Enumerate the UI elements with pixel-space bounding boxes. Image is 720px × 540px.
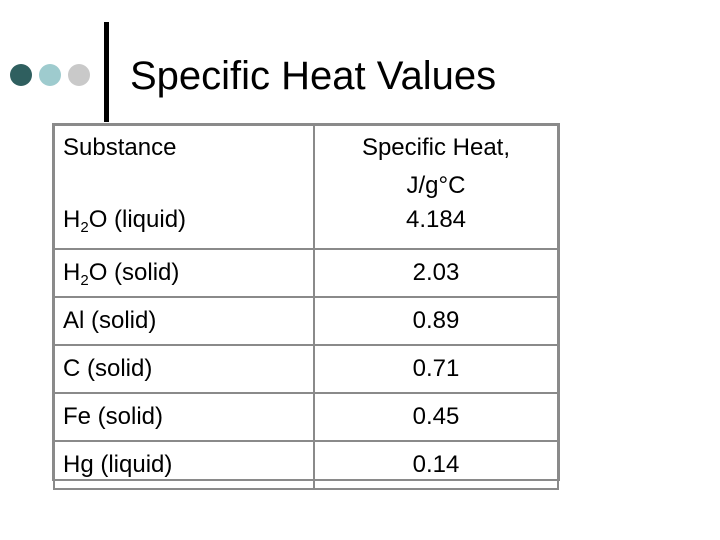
value-cell: 0.14 (313, 440, 559, 490)
specific-heat-table: Substance H2O (liquid) Specific Heat, J/… (53, 124, 559, 490)
substance-cell: Hg (liquid) (53, 440, 315, 490)
dot-teal (39, 64, 61, 86)
value-cell: 0.89 (313, 296, 559, 346)
header-value-cell: Specific Heat, J/g°C 4.184 (313, 124, 559, 250)
value-cell: 2.03 (313, 248, 559, 298)
table-row: C (solid) 0.71 (53, 344, 559, 394)
slide-title: Specific Heat Values (130, 54, 497, 98)
substance-cell: Fe (solid) (53, 392, 315, 442)
header-specific-heat: Specific Heat, (361, 134, 511, 161)
row-substance: H2O (liquid) (63, 206, 187, 236)
table-header-row: Substance H2O (liquid) Specific Heat, J/… (53, 124, 559, 250)
header-substance: Substance (63, 134, 177, 161)
substance-text-rest: O (solid) (88, 259, 180, 286)
table-row: Fe (solid) 0.45 (53, 392, 559, 442)
header-substance-cell: Substance H2O (liquid) (53, 124, 315, 250)
dot-gray (68, 64, 90, 86)
dot-dark (10, 64, 32, 86)
value-cell: 0.71 (313, 344, 559, 394)
substance-text: H (63, 206, 81, 233)
table-row: H2O (solid) 2.03 (53, 248, 559, 298)
table-row: Hg (liquid) 0.14 (53, 440, 559, 490)
table-row: Al (solid) 0.89 (53, 296, 559, 346)
substance-subscript: 2 (80, 272, 89, 289)
row-value: 4.184 (405, 206, 467, 233)
value-cell: 0.45 (313, 392, 559, 442)
substance-cell: Al (solid) (53, 296, 315, 346)
substance-cell: H2O (solid) (53, 248, 315, 298)
substance-subscript: 2 (80, 219, 89, 236)
substance-text: H (63, 259, 81, 286)
title-divider-bar (104, 22, 109, 122)
substance-text-rest: O (liquid) (88, 206, 187, 233)
substance-cell: C (solid) (53, 344, 315, 394)
header-units: J/g°C (406, 172, 466, 199)
